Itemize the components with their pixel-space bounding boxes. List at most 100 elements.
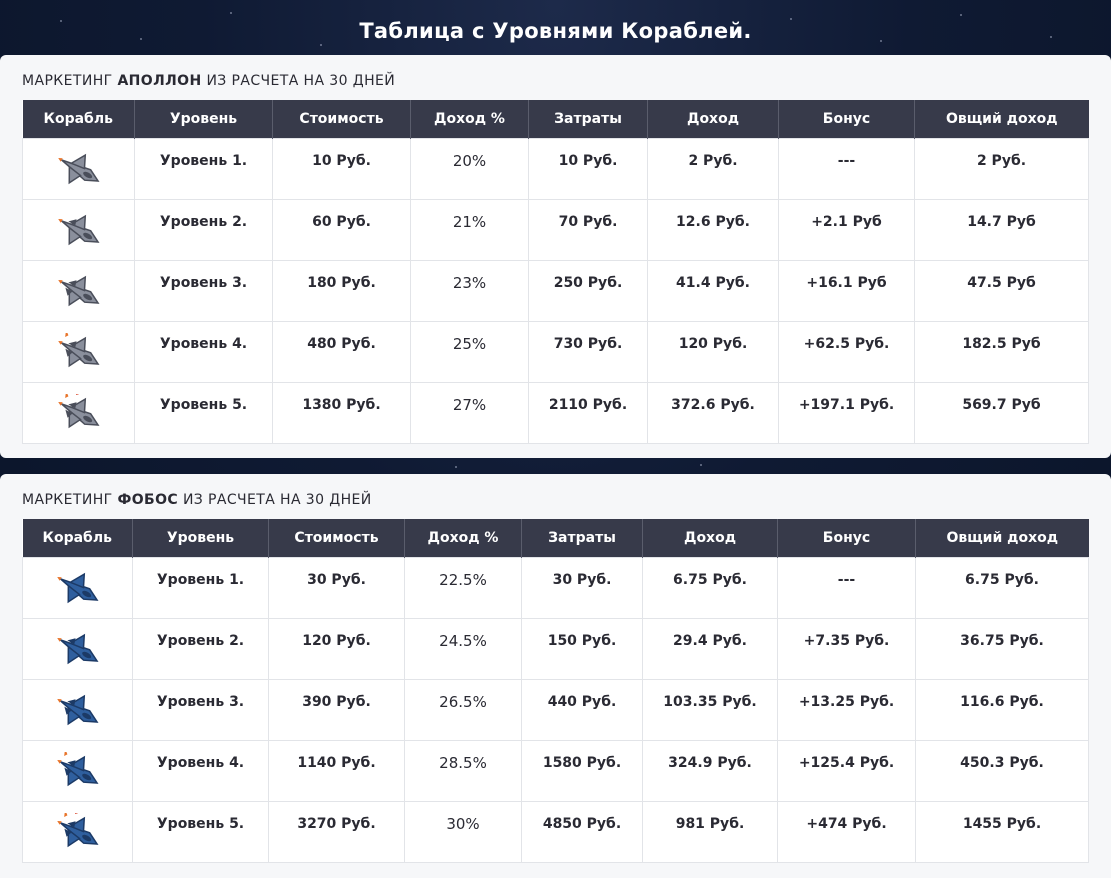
cost-cell-value: 60 Руб. <box>312 214 371 230</box>
table-header-row: Корабль Уровень Стоимость Доход % Затрат… <box>22 100 1089 139</box>
income-cell: 12.6 Руб. <box>647 199 779 261</box>
ship-cell <box>22 138 135 200</box>
income-pct-cell-value: 23% <box>452 274 487 292</box>
expenses-cell: 70 Руб. <box>528 199 648 261</box>
total-cell: 182.5 Руб <box>914 321 1089 383</box>
bonus-cell-value: --- <box>837 572 856 588</box>
total-cell: 36.75 Руб. <box>915 618 1089 680</box>
apollo-levels-table: Корабль Уровень Стоимость Доход % Затрат… <box>22 100 1089 444</box>
bonus-cell: +197.1 Руб. <box>778 382 915 444</box>
table-row: Уровень 2. 120 Руб. 24.5% 150 Руб. 29.4 Руб.… <box>22 618 1089 680</box>
total-cell-value: 1455 Руб. <box>962 816 1042 832</box>
income-pct-cell-value: 24.5% <box>439 632 487 650</box>
cost-cell: 3270 Руб. <box>268 801 405 863</box>
apollo-marketing-card: МАРКЕТИНГ АПОЛЛОН ИЗ РАСЧЕТА НА 30 ДНЕЙ … <box>0 55 1111 458</box>
expenses-cell-value: 1580 Руб. <box>542 755 622 771</box>
expenses-cell: 250 Руб. <box>528 260 648 322</box>
table-header-row: Корабль Уровень Стоимость Доход % Затрат… <box>22 519 1089 558</box>
table-row: Уровень 4. 480 Руб. 25% 730 Руб. 120 Руб. +62… <box>22 321 1089 383</box>
bonus-cell-value: --- <box>837 153 856 169</box>
cost-cell: 1140 Руб. <box>268 740 405 802</box>
income-pct-cell: 20% <box>410 138 529 200</box>
bonus-cell-value: +62.5 Руб. <box>803 336 890 352</box>
col-level: Уровень <box>134 100 273 139</box>
apollo-ship-icon <box>23 329 134 377</box>
apollo-heading: МАРКЕТИНГ АПОЛЛОН ИЗ РАСЧЕТА НА 30 ДНЕЙ <box>22 71 395 91</box>
income-pct-cell-value: 28.5% <box>439 754 487 772</box>
cost-cell-value: 390 Руб. <box>302 694 371 710</box>
income-pct-cell-value: 21% <box>452 213 487 231</box>
income-cell-value: 2 Руб. <box>688 153 738 169</box>
cost-cell-value: 180 Руб. <box>307 275 376 291</box>
bonus-cell: --- <box>778 138 915 200</box>
level-cell: Уровень 3. <box>134 260 273 322</box>
income-pct-cell: 23% <box>410 260 529 322</box>
level-cell: Уровень 5. <box>134 382 273 444</box>
col-ship: Корабль <box>22 519 133 558</box>
col-total: Овщий доход <box>915 519 1089 558</box>
expenses-cell-value: 2110 Руб. <box>548 397 628 413</box>
level-cell: Уровень 1. <box>134 138 273 200</box>
cost-cell: 390 Руб. <box>268 679 405 741</box>
total-cell: 450.3 Руб. <box>915 740 1089 802</box>
income-pct-cell-value: 22.5% <box>439 571 487 589</box>
col-expenses: Затраты <box>521 519 643 558</box>
col-expenses: Затраты <box>528 100 648 139</box>
income-cell-value: 372.6 Руб. <box>671 397 755 413</box>
income-cell-value: 41.4 Руб. <box>676 275 750 291</box>
expenses-cell-value: 30 Руб. <box>552 572 612 588</box>
table-row: Уровень 1. 30 Руб. 22.5% 30 Руб. 6.75 Руб. --… <box>22 557 1089 619</box>
total-cell-value: 47.5 Руб <box>967 275 1036 291</box>
phobos-heading: МАРКЕТИНГ ФОБОС ИЗ РАСЧЕТА НА 30 ДНЕЙ <box>22 490 372 510</box>
cost-cell: 60 Руб. <box>272 199 411 261</box>
cost-cell-value: 1140 Руб. <box>297 755 376 771</box>
level-cell: Уровень 5. <box>132 801 269 863</box>
income-pct-cell-value: 30% <box>446 815 480 833</box>
phobos-ship-icon <box>23 569 132 613</box>
income-cell-value: 324.9 Руб. <box>668 755 752 771</box>
cost-cell: 120 Руб. <box>268 618 405 680</box>
cost-cell: 1380 Руб. <box>272 382 411 444</box>
level-cell-value: Уровень 1. <box>156 572 245 588</box>
col-income-pct: Доход % <box>404 519 522 558</box>
phobos-ship-icon <box>23 630 132 674</box>
col-cost: Стоимость <box>272 100 411 139</box>
expenses-cell: 730 Руб. <box>528 321 648 383</box>
total-cell-value: 6.75 Руб. <box>965 572 1039 588</box>
table-row: Уровень 5. 1380 Руб. 27% 2110 Руб. 372.6 Руб… <box>22 382 1089 444</box>
ship-cell <box>22 801 133 863</box>
phobos-marketing-card: МАРКЕТИНГ ФОБОС ИЗ РАСЧЕТА НА 30 ДНЕЙ Ко… <box>0 474 1111 878</box>
col-bonus: Бонус <box>777 519 916 558</box>
income-pct-cell-value: 20% <box>452 152 487 170</box>
total-cell-value: 14.7 Руб <box>967 214 1036 230</box>
total-cell: 1455 Руб. <box>915 801 1089 863</box>
total-cell: 47.5 Руб <box>914 260 1089 322</box>
expenses-cell-value: 70 Руб. <box>558 214 618 230</box>
col-total: Овщий доход <box>914 100 1089 139</box>
bonus-cell: +474 Руб. <box>777 801 916 863</box>
cost-cell-value: 1380 Руб. <box>302 397 381 413</box>
col-income-pct: Доход % <box>410 100 529 139</box>
bonus-cell-value: +13.25 Руб. <box>798 694 895 710</box>
expenses-cell: 150 Руб. <box>521 618 643 680</box>
income-cell: 2 Руб. <box>647 138 779 200</box>
total-cell-value: 2 Руб. <box>976 153 1027 169</box>
level-cell-value: Уровень 5. <box>159 397 248 413</box>
income-cell-value: 29.4 Руб. <box>673 633 747 649</box>
bonus-cell: +62.5 Руб. <box>778 321 915 383</box>
level-cell-value: Уровень 1. <box>159 153 248 169</box>
expenses-cell: 2110 Руб. <box>528 382 648 444</box>
table-row: Уровень 3. 390 Руб. 26.5% 440 Руб. 103.35 Ру… <box>22 679 1089 741</box>
income-cell-value: 103.35 Руб. <box>663 694 757 710</box>
income-pct-cell: 27% <box>410 382 529 444</box>
bonus-cell-value: +125.4 Руб. <box>798 755 895 771</box>
col-bonus: Бонус <box>778 100 915 139</box>
total-cell-value: 450.3 Руб. <box>960 755 1044 771</box>
ship-cell <box>22 557 133 619</box>
phobos-ship-icon <box>23 691 132 735</box>
income-pct-cell: 26.5% <box>404 679 522 741</box>
bonus-cell: +125.4 Руб. <box>777 740 916 802</box>
total-cell-value: 36.75 Руб. <box>960 633 1044 649</box>
bonus-cell: +13.25 Руб. <box>777 679 916 741</box>
income-cell-value: 120 Руб. <box>678 336 748 352</box>
